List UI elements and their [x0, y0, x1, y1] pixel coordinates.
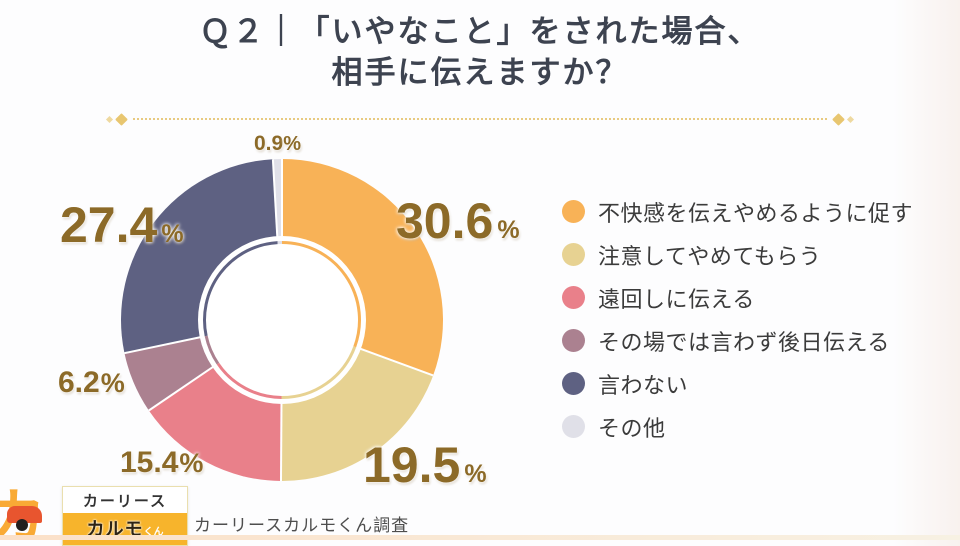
chart-title-line2: 相手に伝えますか？ [331, 55, 629, 90]
legend-item: 遠回しに伝える [562, 276, 913, 319]
legend-swatch-icon [562, 415, 585, 438]
legend-label: 遠回しに伝える [598, 286, 755, 312]
legend-item: 注意してやめてもらう [562, 233, 913, 276]
legend-label: その場では言わず後日伝える [598, 329, 890, 355]
chart-title: Ｑ２｜「いやなこと」をされた場合、 相手に伝えますか？ [0, 11, 960, 93]
legend-swatch-icon [562, 329, 585, 352]
legend-item: 不快感を伝えやめるように促す [562, 190, 913, 233]
slice-value-label: 15.4% [120, 446, 204, 479]
divider-dotted-line [133, 118, 827, 120]
legend-label: 注意してやめてもらう [598, 243, 822, 269]
chart-title-line1: Ｑ２｜「いやなこと」をされた場合、 [199, 14, 761, 49]
legend-label: 言わない [598, 372, 689, 398]
logo-product-name: カルモくん [63, 513, 187, 545]
legend-swatch-icon [562, 372, 585, 395]
slice-value-label: 27.4% [60, 197, 184, 253]
legend-swatch-icon [562, 243, 585, 266]
chart-legend: 不快感を伝えやめるように促す 注意してやめてもらう 遠回しに伝える その場では言… [562, 190, 913, 448]
car-icon [7, 506, 42, 523]
divider-ornament-icon [846, 115, 855, 124]
legend-label: その他 [598, 415, 666, 441]
legend-item: その場では言わず後日伝える [562, 319, 913, 362]
slice-value-label: 0.9% [254, 132, 301, 155]
survey-source: カーリースカルモくん調査 [194, 516, 410, 535]
slice-value-label: 6.2% [58, 366, 125, 399]
slice-value-label: 19.5% [363, 437, 487, 493]
brand-logo: カ [0, 477, 58, 535]
bottom-accent-strip [0, 535, 960, 540]
legend-swatch-icon [562, 286, 585, 309]
divider-diamond-icon [115, 113, 128, 126]
wheel-icon [16, 519, 28, 531]
title-divider [105, 113, 855, 126]
legend-label: 不快感を伝えやめるように促す [598, 200, 914, 226]
divider-ornament-icon [105, 115, 114, 124]
slice-value-label: 30.6% [396, 193, 520, 249]
legend-item: その他 [562, 405, 913, 448]
legend-swatch-icon [562, 200, 585, 223]
legend-item: 言わない [562, 362, 913, 405]
divider-diamond-icon [832, 113, 845, 126]
logo-service-name: カーリース [82, 493, 168, 510]
